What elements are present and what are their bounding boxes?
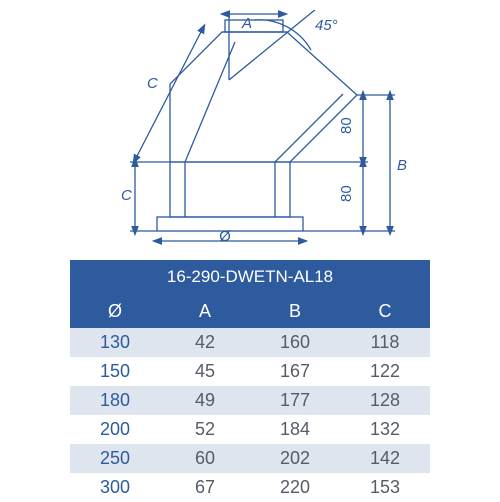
drawing-svg: 45° A B C C Ø 80 80 <box>75 10 425 245</box>
label-dim-a: A <box>241 15 252 32</box>
table-row: 130 42 160 118 <box>70 328 430 357</box>
col-header-c: C <box>340 294 430 328</box>
table-row: 300 67 220 153 <box>70 473 430 502</box>
cell-a: 49 <box>160 386 250 415</box>
cell-c: 118 <box>340 328 430 357</box>
dimensions-table: 16-290-DWETN-AL18 Ø A B C 130 42 160 118… <box>70 260 430 502</box>
cell-dia: 150 <box>70 357 160 386</box>
table-row: 180 49 177 128 <box>70 386 430 415</box>
col-header-dia: Ø <box>70 294 160 328</box>
cell-a: 60 <box>160 444 250 473</box>
col-header-a: A <box>160 294 250 328</box>
cell-b: 167 <box>250 357 340 386</box>
col-header-b: B <box>250 294 340 328</box>
cell-b: 160 <box>250 328 340 357</box>
cell-b: 177 <box>250 386 340 415</box>
cell-a: 45 <box>160 357 250 386</box>
cell-a: 52 <box>160 415 250 444</box>
label-dim-c-up: C <box>147 75 158 92</box>
cell-c: 142 <box>340 444 430 473</box>
cell-dia: 130 <box>70 328 160 357</box>
cell-dia: 250 <box>70 444 160 473</box>
label-80-b: 80 <box>338 185 355 202</box>
cell-c: 128 <box>340 386 430 415</box>
table-title: 16-290-DWETN-AL18 <box>70 260 430 294</box>
table-title-row: 16-290-DWETN-AL18 <box>70 260 430 294</box>
page-root: 45° A B C C Ø 80 80 16-290-DWETN-AL18 Ø … <box>0 0 500 500</box>
cell-b: 184 <box>250 415 340 444</box>
table-row: 150 45 167 122 <box>70 357 430 386</box>
cell-a: 42 <box>160 328 250 357</box>
table-header-row: Ø A B C <box>70 294 430 328</box>
table-row: 250 60 202 142 <box>70 444 430 473</box>
cell-c: 132 <box>340 415 430 444</box>
table-row: 200 52 184 132 <box>70 415 430 444</box>
cell-dia: 300 <box>70 473 160 502</box>
cell-b: 202 <box>250 444 340 473</box>
cell-dia: 200 <box>70 415 160 444</box>
label-dim-b: B <box>397 157 407 174</box>
label-80-a: 80 <box>338 117 355 134</box>
cell-a: 67 <box>160 473 250 502</box>
cell-b: 220 <box>250 473 340 502</box>
cell-dia: 180 <box>70 386 160 415</box>
label-dim-c-lo: C <box>121 187 132 204</box>
technical-drawing: 45° A B C C Ø 80 80 <box>75 10 425 245</box>
label-angle: 45° <box>315 17 338 34</box>
cell-c: 122 <box>340 357 430 386</box>
label-diameter: Ø <box>219 228 231 245</box>
cell-c: 153 <box>340 473 430 502</box>
